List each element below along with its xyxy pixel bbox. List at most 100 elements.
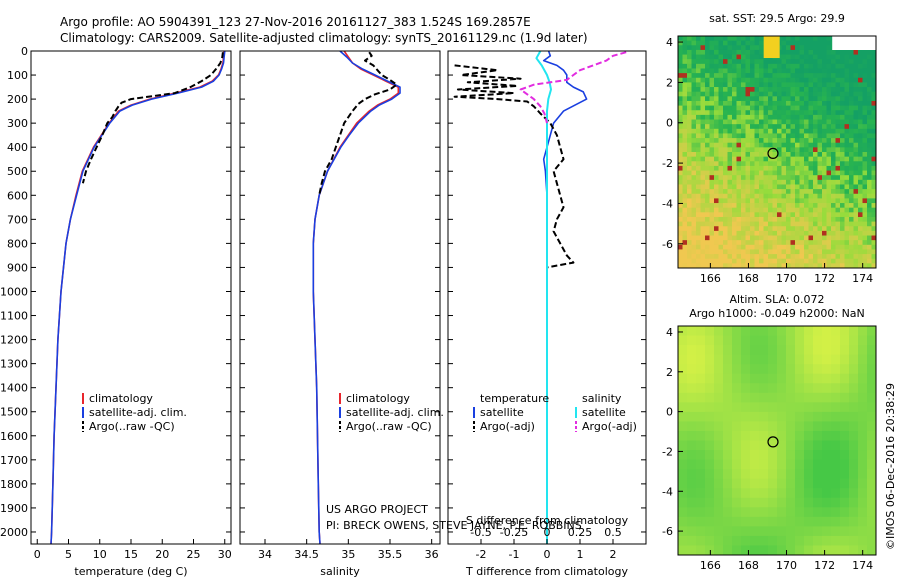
map-cell (826, 142, 832, 148)
map-cell (750, 82, 756, 88)
map-cell (723, 263, 729, 268)
map-cell (682, 240, 688, 246)
map-cell (763, 254, 769, 260)
map-cell (804, 207, 810, 213)
map-cell (678, 207, 684, 213)
map-cell (840, 198, 846, 204)
map-cell (714, 40, 720, 46)
map-cell (849, 179, 855, 186)
map-cell (714, 45, 720, 51)
map-cell (862, 128, 868, 135)
map-cell (849, 383, 859, 394)
map-cell (822, 100, 828, 107)
map-lon-tick-label: 172 (814, 272, 835, 285)
map-cell (687, 326, 697, 337)
map-cell (696, 184, 702, 190)
map-cell (777, 373, 787, 384)
map-cell (817, 142, 823, 148)
map-cell (772, 156, 778, 162)
map-cell (727, 198, 733, 204)
map-cell (723, 364, 733, 375)
map-cell (831, 326, 841, 337)
map-cell (750, 249, 756, 255)
map-cell (714, 221, 720, 227)
map-lat-tick-label: -4 (662, 197, 673, 210)
map-cell (718, 45, 724, 51)
map-cell (849, 73, 855, 79)
map-cell (768, 497, 778, 508)
map-cell (700, 156, 706, 162)
map-cell (768, 73, 774, 79)
map-cell (840, 235, 846, 241)
map-cell (808, 147, 814, 153)
map-cell (714, 263, 720, 268)
map-cell (795, 392, 805, 403)
map-cell (786, 133, 792, 139)
map-cell (790, 100, 796, 107)
map-cell (718, 119, 724, 125)
map-cell (777, 184, 783, 190)
map-cell (786, 114, 792, 121)
map-cell (723, 450, 733, 461)
map-cell (691, 45, 697, 51)
map-cell (750, 212, 756, 218)
map-cell (723, 230, 729, 237)
map-cell (709, 40, 715, 46)
map-cell (732, 170, 738, 176)
map-cell (696, 392, 706, 403)
map-cell (750, 73, 756, 79)
map-cell (777, 216, 783, 223)
map-cell (696, 402, 706, 413)
map-cell (718, 189, 724, 195)
map-cell (682, 170, 688, 176)
map-cell (687, 450, 697, 461)
map-cell (858, 128, 864, 135)
map-cell (822, 249, 828, 255)
map-cell (831, 207, 837, 213)
map-cell (858, 254, 864, 260)
map-cell (696, 263, 702, 268)
map-cell (862, 189, 868, 195)
map-cell (817, 110, 823, 116)
map-cell (678, 507, 688, 518)
map-cell (813, 430, 823, 442)
map-cell (700, 235, 706, 241)
map-cell (736, 105, 742, 111)
temperature-legend-satellite-label: satellite-adj. clim. (89, 406, 187, 419)
sst-map: sat. SST: 29.5 Argo: 29.9 166 168 170 172 17… (662, 12, 877, 285)
map-cell (777, 221, 783, 227)
map-cell (714, 59, 720, 65)
map-cell (745, 258, 751, 264)
map-cell (745, 73, 751, 79)
map-cell (727, 152, 733, 158)
map-cell (849, 235, 855, 241)
map-cell (781, 161, 787, 167)
map-cell (808, 133, 814, 139)
map-cell (871, 203, 876, 209)
map-cell (727, 216, 733, 223)
map-cell (844, 161, 850, 167)
map-cell (831, 459, 841, 470)
map-cell (745, 49, 751, 56)
map-cell (831, 96, 837, 102)
map-cell (795, 40, 801, 46)
map-cell (844, 87, 850, 93)
map-cell (727, 138, 733, 144)
map-cell (687, 156, 693, 162)
map-cell (813, 77, 819, 83)
map-cell (849, 170, 855, 176)
map-cell (768, 230, 774, 237)
map-cell (723, 497, 733, 508)
map-cell (763, 235, 769, 241)
map-cell (867, 105, 873, 111)
map-lat-tick-label: 2 (666, 76, 673, 89)
map-cell (691, 73, 697, 79)
map-cell (700, 105, 706, 111)
map-cell (714, 203, 720, 209)
map-cell (682, 114, 688, 121)
map-cell (727, 110, 733, 116)
map-cell (732, 212, 738, 218)
map-cell (867, 263, 873, 268)
map-cell (741, 221, 747, 227)
map-cell (687, 221, 693, 227)
